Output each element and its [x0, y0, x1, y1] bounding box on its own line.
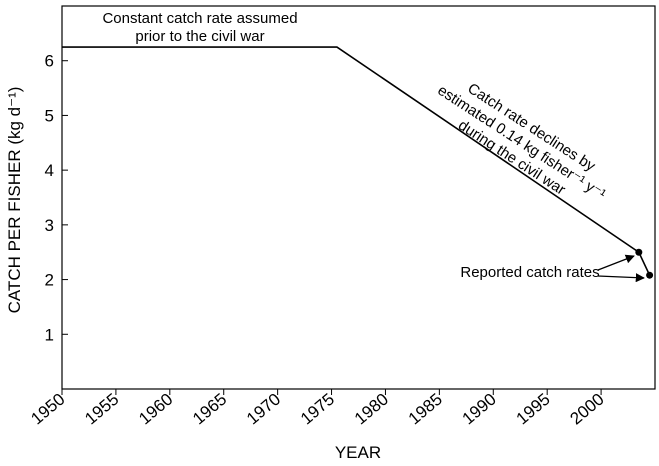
x-tick-label: 1995: [513, 390, 554, 429]
annotation: Reported catch rates: [460, 264, 599, 281]
data-point: [635, 248, 643, 256]
y-tick-label: 4: [45, 161, 54, 180]
x-tick-label: 1985: [405, 390, 446, 429]
x-tick-label: 1950: [27, 390, 68, 429]
annotation: Constant catch rate assumed: [102, 10, 297, 27]
x-axis-label: YEAR: [335, 443, 381, 462]
x-tick-label: 1955: [81, 390, 122, 429]
y-tick-label: 6: [45, 52, 54, 71]
y-tick-label: 5: [45, 106, 54, 125]
plot-frame: [61, 5, 656, 390]
annotation: prior to the civil war: [135, 28, 264, 45]
x-tick-label: 1980: [351, 390, 392, 429]
x-tick-label: 1960: [135, 390, 176, 429]
y-tick-label: 3: [45, 216, 54, 235]
y-tick-label: 2: [45, 271, 54, 290]
x-tick-label: 1965: [189, 390, 230, 429]
y-tick-label: 1: [45, 325, 54, 344]
x-tick-label: 1970: [243, 390, 284, 429]
x-tick-label: 2000: [566, 390, 607, 429]
x-tick-label: 1975: [297, 390, 338, 429]
y-axis-label: CATCH PER FISHER (kg d⁻¹): [5, 87, 24, 314]
annotation-group: Catch rate declines by estimated 0.14 kg…: [434, 80, 608, 203]
arrow: [597, 254, 635, 271]
annotation: estimated 0.14 kg fisher⁻¹ y⁻¹: [434, 82, 608, 203]
x-tick-label: 1990: [459, 390, 500, 429]
data-line: [62, 46, 651, 276]
data-point: [646, 271, 654, 279]
arrow: [597, 273, 645, 283]
